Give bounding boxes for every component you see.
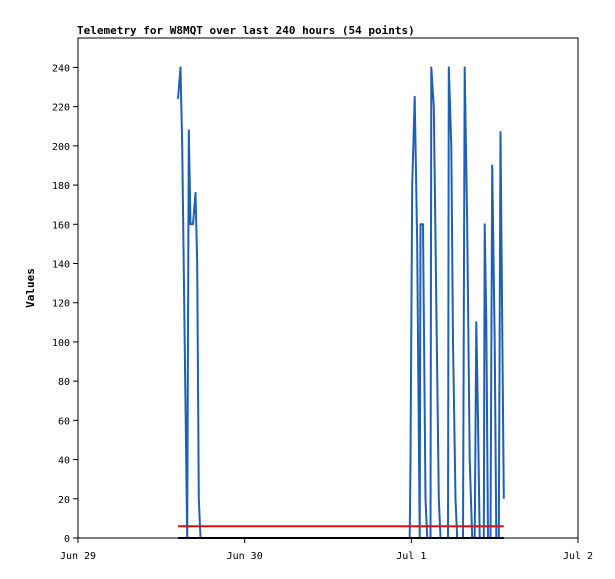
- y-tick-label: 140: [52, 259, 70, 270]
- y-tick-label: 100: [52, 338, 70, 349]
- y-tick-label: 60: [58, 416, 70, 427]
- x-tick-label: Jun 30: [227, 551, 263, 562]
- x-tick-label: Jul 2: [563, 551, 593, 562]
- y-tick-label: 0: [64, 534, 70, 545]
- y-axis-label: Values: [24, 268, 37, 308]
- series-group: [177, 66, 505, 539]
- x-tick-label: Jul 1: [396, 551, 426, 562]
- y-tick-label: 240: [52, 63, 70, 74]
- y-tick-label: 180: [52, 181, 70, 192]
- y-tick-label: 220: [52, 103, 70, 114]
- x-axis: Jun 29 Jun 30 Jul 1 Jul 2: [60, 538, 593, 562]
- y-tick-label: 120: [52, 299, 70, 310]
- y-axis: 0 20 40 60 80 100 120 140 160 180 200 220 240: [52, 63, 78, 545]
- x-tick-label: Jun 29: [60, 551, 96, 562]
- y-tick-label: 40: [58, 456, 70, 467]
- y-tick-label: 80: [58, 377, 70, 388]
- values-series-line: [177, 66, 505, 539]
- chart-title: Telemetry for W8MQT over last 240 hours …: [77, 24, 415, 37]
- y-tick-label: 160: [52, 220, 70, 231]
- y-tick-label: 200: [52, 142, 70, 153]
- y-tick-label: 20: [58, 495, 70, 506]
